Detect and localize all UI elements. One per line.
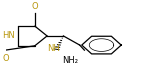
Text: HN: HN: [2, 31, 15, 40]
Text: NH₂: NH₂: [62, 56, 78, 65]
Text: O: O: [31, 2, 38, 11]
Text: NH: NH: [47, 44, 60, 53]
Text: O: O: [3, 54, 10, 63]
